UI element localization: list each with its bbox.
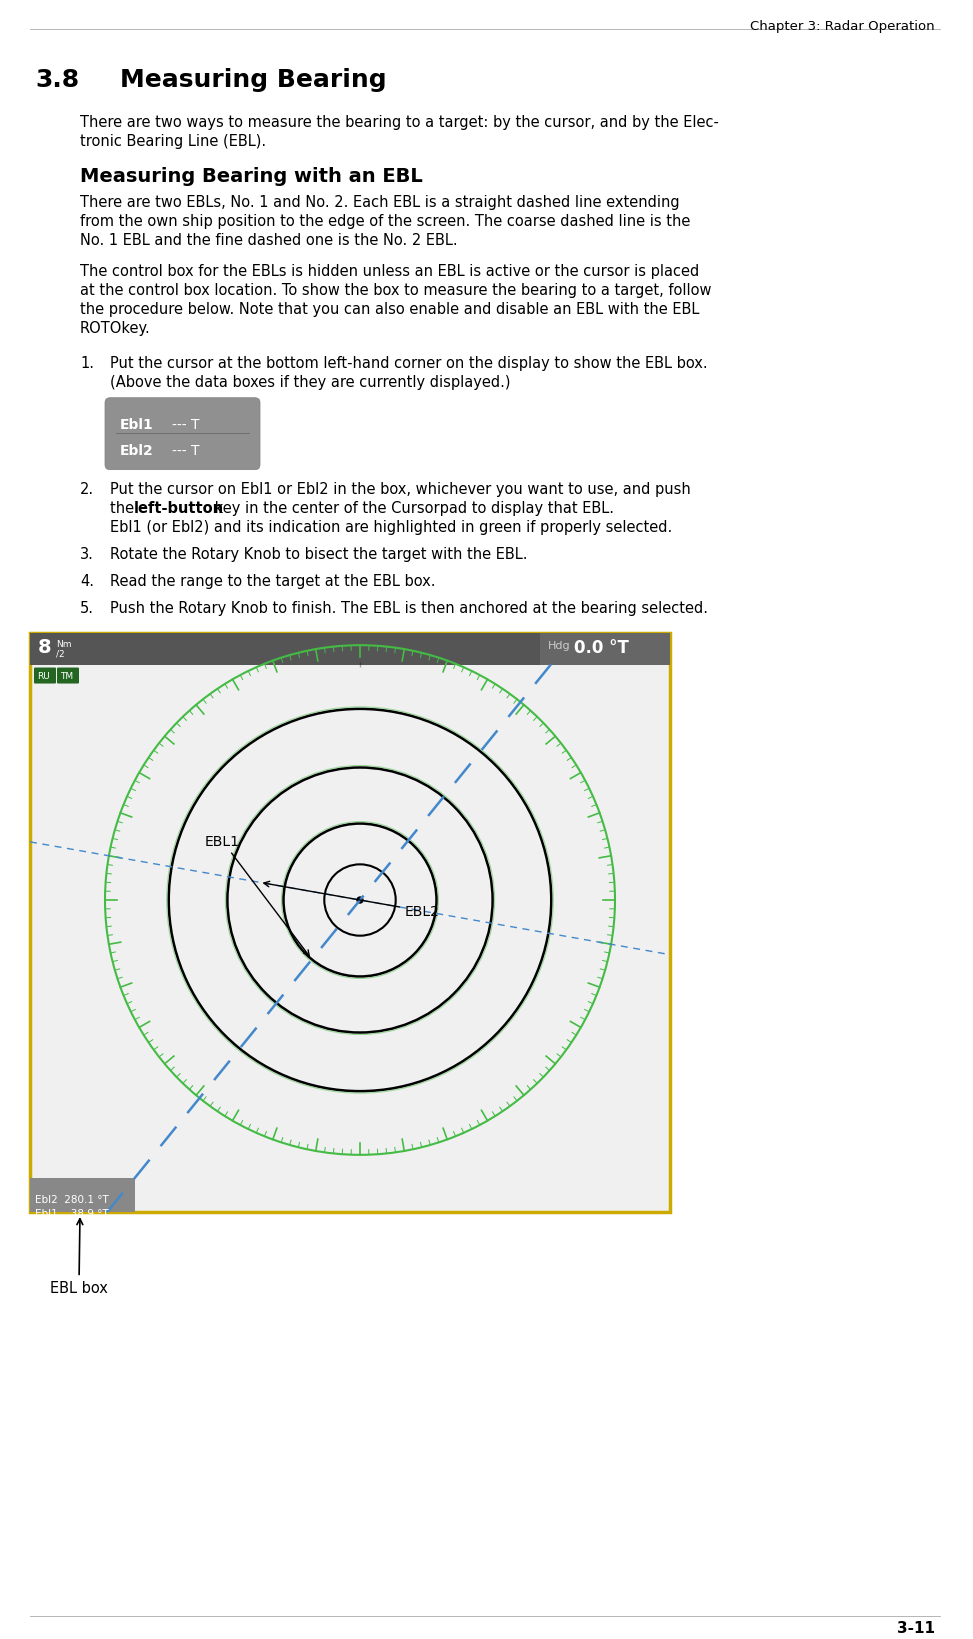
Text: EBL1: EBL1 bbox=[205, 834, 309, 957]
Text: The control box for the EBLs is hidden unless an EBL is active or the cursor is : The control box for the EBLs is hidden u… bbox=[80, 264, 700, 279]
FancyBboxPatch shape bbox=[34, 669, 56, 683]
Text: EBL box: EBL box bbox=[50, 1219, 108, 1295]
Text: No. 1 EBL and the fine dashed one is the No. 2 EBL.: No. 1 EBL and the fine dashed one is the… bbox=[80, 233, 457, 247]
Text: There are two ways to measure the bearing to a target: by the cursor, and by the: There are two ways to measure the bearin… bbox=[80, 115, 719, 129]
Text: There are two EBLs, No. 1 and No. 2. Each EBL is a straight dashed line extendin: There are two EBLs, No. 1 and No. 2. Eac… bbox=[80, 195, 679, 210]
Text: left-button: left-button bbox=[134, 500, 224, 515]
Text: 0.0 °T: 0.0 °T bbox=[574, 638, 629, 656]
Text: 4.: 4. bbox=[80, 574, 94, 588]
Text: Read the range to the target at the EBL box.: Read the range to the target at the EBL … bbox=[110, 574, 436, 588]
Circle shape bbox=[357, 898, 363, 903]
Bar bbox=[30, 633, 670, 1213]
Bar bbox=[540, 633, 670, 665]
Text: --- T: --- T bbox=[172, 418, 199, 431]
Text: 5.: 5. bbox=[80, 600, 94, 615]
Text: Rotate the Rotary Knob to bisect the target with the EBL.: Rotate the Rotary Knob to bisect the tar… bbox=[110, 546, 527, 561]
Text: the procedure below. Note that you can also enable and disable an EBL with the E: the procedure below. Note that you can a… bbox=[80, 302, 700, 316]
Text: Ebl2: Ebl2 bbox=[120, 444, 154, 457]
Text: the: the bbox=[110, 500, 139, 515]
Text: Measuring Bearing with an EBL: Measuring Bearing with an EBL bbox=[80, 167, 422, 185]
Text: ROTOkey.: ROTOkey. bbox=[80, 321, 151, 336]
Text: Ebl2  280.1 °T: Ebl2 280.1 °T bbox=[35, 1195, 109, 1205]
Text: from the own ship position to the edge of the screen. The coarse dashed line is : from the own ship position to the edge o… bbox=[80, 213, 691, 229]
Text: 1.: 1. bbox=[80, 356, 94, 370]
Text: 3.: 3. bbox=[80, 546, 93, 561]
Text: TM: TM bbox=[60, 670, 73, 680]
Text: Ebl1    38.9 °T: Ebl1 38.9 °T bbox=[35, 1208, 109, 1218]
Text: Ebl1: Ebl1 bbox=[120, 418, 154, 431]
Text: Measuring Bearing: Measuring Bearing bbox=[120, 67, 386, 92]
Text: 3-11: 3-11 bbox=[897, 1619, 935, 1634]
FancyBboxPatch shape bbox=[105, 398, 260, 470]
Text: 2.: 2. bbox=[80, 482, 94, 497]
Text: at the control box location. To show the box to measure the bearing to a target,: at the control box location. To show the… bbox=[80, 282, 711, 298]
Text: --- T: --- T bbox=[172, 444, 199, 457]
Text: 3.8: 3.8 bbox=[35, 67, 79, 92]
Text: Put the cursor at the bottom left-hand corner on the display to show the EBL box: Put the cursor at the bottom left-hand c… bbox=[110, 356, 707, 370]
Text: (Above the data boxes if they are currently displayed.): (Above the data boxes if they are curren… bbox=[110, 374, 511, 390]
Text: Chapter 3: Radar Operation: Chapter 3: Radar Operation bbox=[750, 20, 935, 33]
Bar bbox=[30, 1178, 135, 1213]
Text: Push the Rotary Knob to finish. The EBL is then anchored at the bearing selected: Push the Rotary Knob to finish. The EBL … bbox=[110, 600, 708, 615]
Text: Put the cursor on Ebl1 or Ebl2 in the box, whichever you want to use, and push: Put the cursor on Ebl1 or Ebl2 in the bo… bbox=[110, 482, 691, 497]
FancyBboxPatch shape bbox=[57, 669, 79, 683]
Text: Hdg: Hdg bbox=[548, 641, 570, 651]
Bar bbox=[30, 633, 670, 665]
Text: Ebl1 (or Ebl2) and its indication are highlighted in green if properly selected.: Ebl1 (or Ebl2) and its indication are hi… bbox=[110, 520, 672, 534]
Text: EBL2: EBL2 bbox=[264, 882, 440, 918]
Text: tronic Bearing Line (EBL).: tronic Bearing Line (EBL). bbox=[80, 134, 267, 149]
Text: RU: RU bbox=[37, 670, 50, 680]
Text: Nm: Nm bbox=[56, 639, 71, 647]
Text: 8: 8 bbox=[38, 638, 52, 656]
Text: key in the center of the Cursorpad to display that EBL.: key in the center of the Cursorpad to di… bbox=[210, 500, 614, 515]
Text: /2: /2 bbox=[56, 649, 64, 659]
